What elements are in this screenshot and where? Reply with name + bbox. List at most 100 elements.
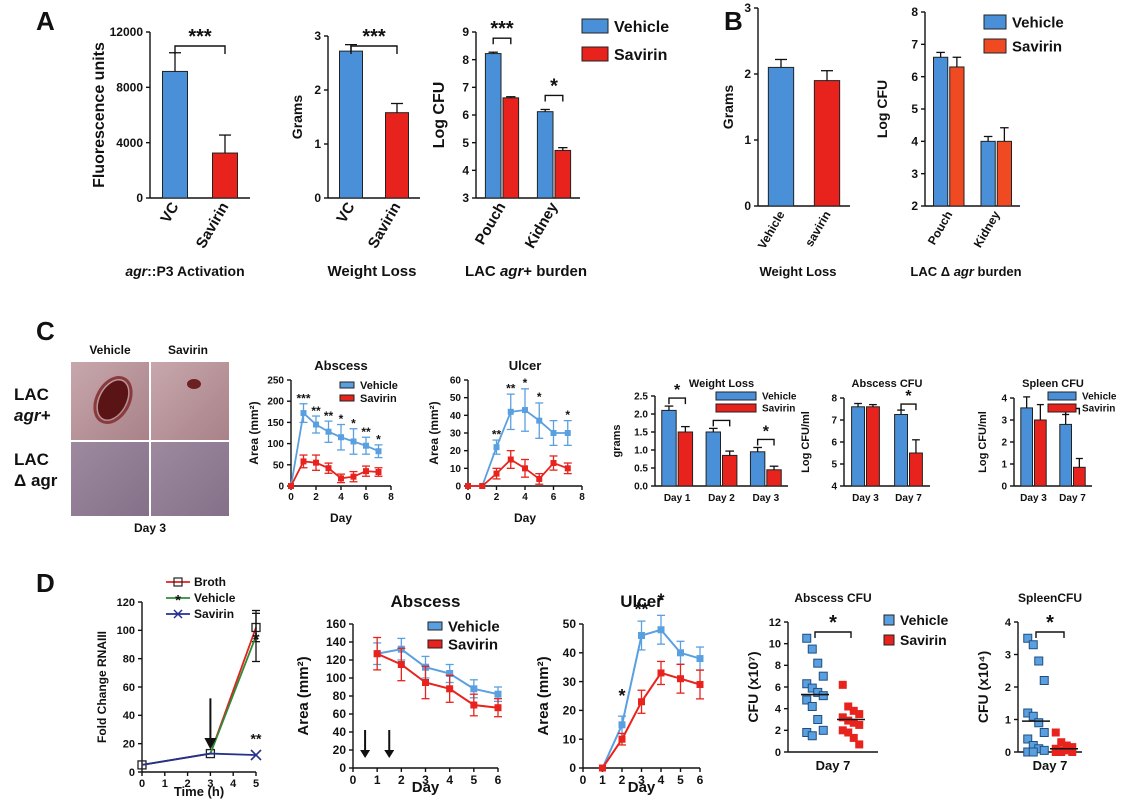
y-tick-label: 8 <box>911 5 918 19</box>
legend-swatch <box>715 403 757 413</box>
x-axis-label: Day <box>330 511 352 525</box>
legend-label: Savirin <box>762 404 795 415</box>
y-tick-label: 3 <box>462 191 469 205</box>
x-axis-label-part: agr <box>954 264 975 279</box>
y-tick-label: 7 <box>911 38 918 52</box>
y-axis-label: grams <box>611 424 623 457</box>
y-tick-label: 7 <box>462 81 469 95</box>
y-tick-label: 40 <box>450 411 462 422</box>
significance-bracket <box>544 94 564 102</box>
y-tick-label: 40 <box>333 725 347 739</box>
y-tick-label: 30 <box>563 675 577 689</box>
y-tick-label: 5 <box>831 460 837 471</box>
significance-label: * <box>657 591 664 611</box>
data-point <box>363 442 369 449</box>
bar <box>385 112 409 199</box>
y-axis-label: Grams <box>720 85 736 130</box>
y-tick-label: 0 <box>1001 482 1007 493</box>
category-label: Day 3 <box>752 493 779 504</box>
y-tick-label: 2 <box>314 83 321 97</box>
bar <box>949 66 965 207</box>
data-point <box>397 661 405 668</box>
panel-label-d: D <box>36 568 55 598</box>
y-tick-label: 10 <box>769 639 781 651</box>
x-tick-label: 3 <box>422 773 429 787</box>
significance-label: * <box>718 404 725 421</box>
y-tick-label: 3 <box>314 29 321 43</box>
y-tick-label: 6 <box>775 682 781 694</box>
chart-title: Spleen CFU <box>1022 378 1084 390</box>
data-point <box>618 735 626 743</box>
data-point <box>470 685 478 693</box>
significance-label: ** <box>311 404 321 418</box>
y-tick-label: 1.0 <box>634 446 648 457</box>
data-point <box>564 430 571 436</box>
category-label: Day 2 <box>708 493 735 504</box>
photo-savirin-dagr <box>151 442 229 516</box>
data-point <box>550 460 557 467</box>
category-label: Kidney <box>971 208 1003 250</box>
lesion-vehicle-rim <box>93 376 133 424</box>
data-point <box>507 456 514 463</box>
legend-swatch <box>581 46 609 62</box>
chart-A2: 0 1 2 3 VC Savirin *** Grams Weight Loss <box>289 26 420 280</box>
legend-label: Vehicle <box>762 392 797 403</box>
y-tick-label: 4 <box>775 704 782 716</box>
row-label-delta-agr: Δ agr <box>14 471 58 490</box>
y-axis-label: Fluorescence units <box>91 42 108 188</box>
data-point <box>479 483 486 489</box>
row-label-lac-2: LAC <box>14 450 49 469</box>
y-tick-label: 100 <box>267 439 284 450</box>
legend-swatch <box>581 18 609 34</box>
data-point <box>300 410 307 417</box>
bar <box>980 140 996 207</box>
data-point <box>1051 748 1060 756</box>
bar <box>502 97 520 199</box>
legend-label: Vehicle <box>360 380 398 392</box>
data-point <box>507 408 514 415</box>
y-axis-label: CFU (x10⁷) <box>745 651 761 722</box>
data-point <box>1057 748 1066 756</box>
chart-D5: 0 1 2 3 4 Day 7 * CFU (x10⁴) SpleenCFU <box>975 591 1082 773</box>
data-point <box>446 670 454 677</box>
x-axis-label: LAC agr+ burden <box>465 263 587 280</box>
data-point <box>522 465 528 472</box>
category-label: VC <box>157 199 182 226</box>
data-point <box>1028 747 1038 757</box>
bar <box>484 53 502 199</box>
bar <box>1034 419 1047 487</box>
photo-vehicle-dagr <box>71 442 149 516</box>
lesion-vehicle <box>97 380 129 420</box>
data-point <box>522 407 528 414</box>
legend-label: Vehicle <box>448 618 500 635</box>
y-tick-label: 4000 <box>116 136 143 150</box>
bar <box>933 56 949 207</box>
data-point <box>838 713 847 722</box>
chart-C5: 0 1 2 3 4 Day 3 Day 7 * Log CFU/ml Spleen CFU Vehi… <box>977 378 1117 504</box>
x-axis-label-part: LAC Δ <box>910 264 953 279</box>
y-axis-label: Log CFU/ml <box>977 411 989 473</box>
y-tick-label: 140 <box>326 635 346 649</box>
legend-swatch <box>339 394 355 402</box>
dosing-arrow-head <box>360 750 371 758</box>
data-point <box>536 475 543 482</box>
significance-label: * <box>763 423 770 440</box>
bar <box>894 414 908 487</box>
data-point <box>338 434 344 441</box>
y-axis-label: Area (mm²) <box>247 401 261 464</box>
data-point <box>1034 718 1044 728</box>
y-tick-label: 1 <box>314 137 321 151</box>
bar <box>851 406 865 487</box>
bar <box>866 406 880 487</box>
bar <box>661 409 677 487</box>
x-tick-label: 5 <box>470 773 477 787</box>
data-point <box>849 733 858 742</box>
significance-label: ** <box>251 731 262 747</box>
y-axis-label: Log CFU/ml <box>800 411 812 473</box>
y-tick-label: 160 <box>326 617 346 631</box>
data-point <box>564 465 571 472</box>
legend-label: Vehicle <box>1012 14 1064 31</box>
significance-bracket <box>174 45 226 54</box>
significance-label: * <box>674 382 681 399</box>
